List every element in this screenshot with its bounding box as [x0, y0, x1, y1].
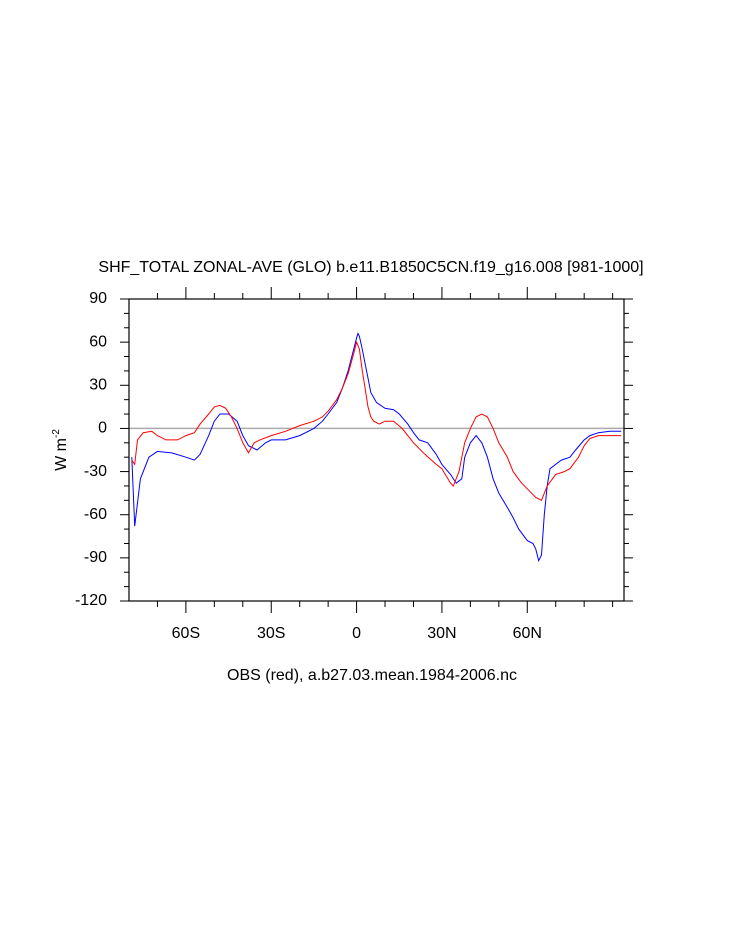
x-axis-label: OBS (red), a.b27.03.mean.1984-2006.nc — [227, 667, 517, 684]
y-axis-label-superscript: -2 — [51, 429, 62, 438]
y-tick-label: -90 — [84, 549, 107, 566]
y-tick-label: 60 — [89, 333, 107, 350]
data-line — [131, 340, 622, 501]
y-tick-label: -60 — [84, 506, 107, 523]
y-tick-label: -30 — [84, 463, 107, 480]
x-tick-label: 0 — [352, 625, 361, 642]
x-tick-label: 60N — [513, 625, 542, 642]
data-line — [131, 332, 622, 563]
y-axis-label-text: W m — [53, 438, 70, 471]
x-tick-label: 60S — [172, 625, 200, 642]
y-tick-label: 90 — [89, 290, 107, 307]
y-tick-label: -120 — [75, 592, 107, 609]
x-tick-label: 30N — [427, 625, 456, 642]
y-axis-label: W m-2 — [51, 429, 71, 471]
y-tick-label: 30 — [89, 377, 107, 394]
chart-title: SHF_TOTAL ZONAL-AVE (GLO) b.e11.B1850C5C… — [98, 259, 643, 276]
y-tick-label: 0 — [98, 420, 107, 437]
x-tick-label: 30S — [257, 625, 285, 642]
plot-frame — [128, 298, 625, 602]
